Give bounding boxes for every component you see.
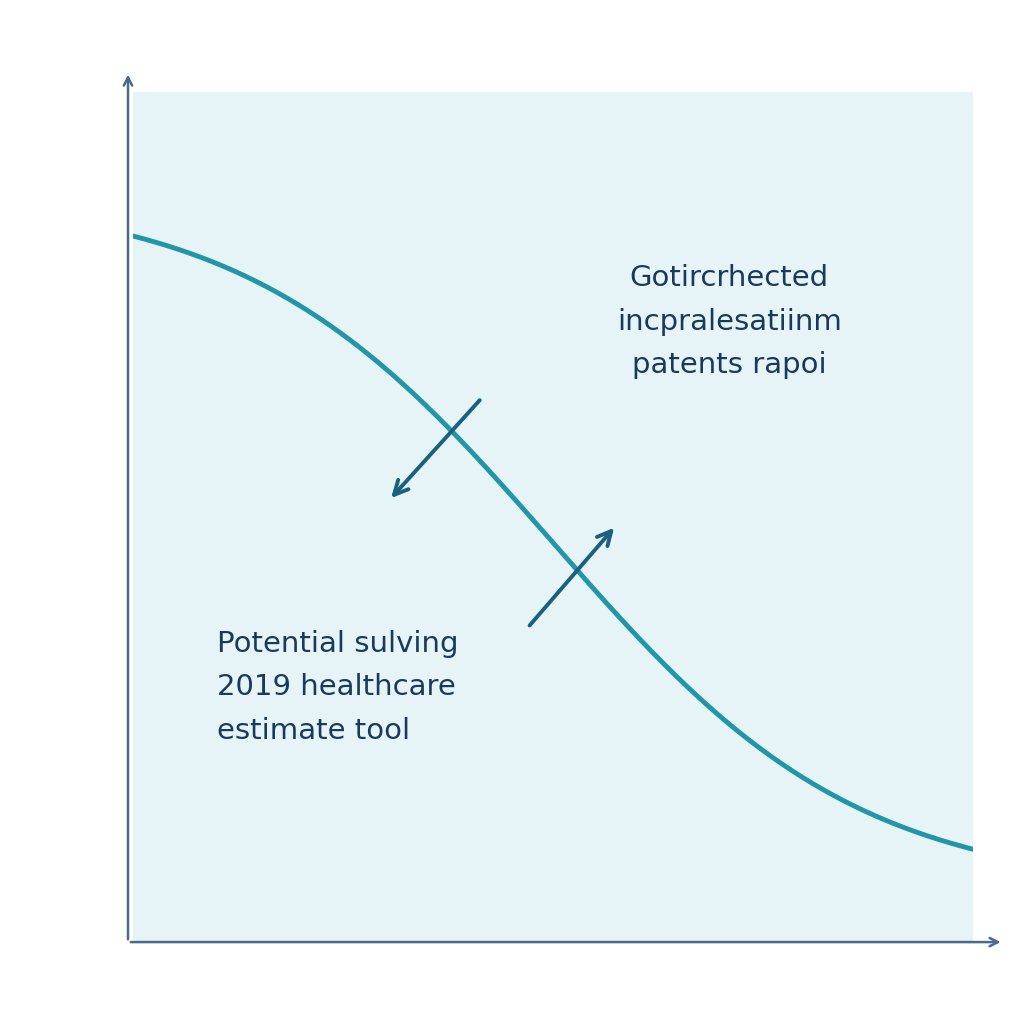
Text: Gotircrhected
incpralesatiinm
patents rapoi: Gotircrhected incpralesatiinm patents ra… (616, 264, 842, 379)
Text: Potential sulving
2019 healthcare
estimate tool: Potential sulving 2019 healthcare estima… (217, 630, 459, 744)
